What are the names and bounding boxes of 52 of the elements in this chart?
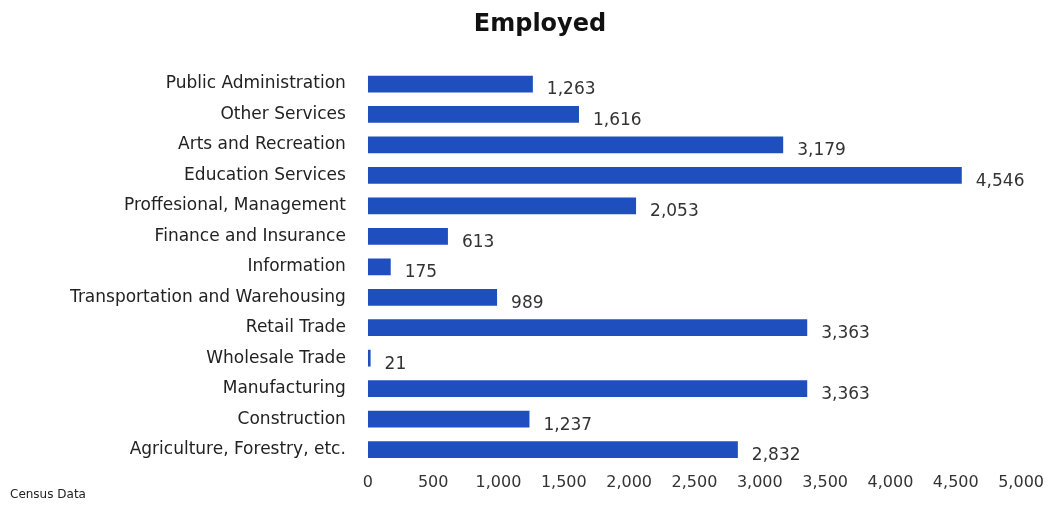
y-tick-label: Transportation and Warehousing (68, 285, 346, 306)
text: Census Data (10, 487, 86, 501)
x-tick-label: 0 (362, 471, 373, 491)
data-label: 2,832 (751, 443, 801, 464)
bar (367, 441, 738, 458)
data-label: 4,546 (975, 169, 1025, 190)
y-tick-label: Finance and Insurance (154, 224, 346, 245)
bar (367, 410, 530, 428)
bar (367, 349, 371, 367)
x-tick-label: 3,000 (736, 471, 783, 491)
y-tick-label: Arts and Recreation (178, 133, 346, 154)
data-label: 613 (461, 230, 495, 251)
x-tick-label: 1,000 (475, 471, 522, 491)
x-tick-label: 1,500 (540, 471, 587, 491)
x-tick-label: 3,500 (802, 471, 849, 491)
bar (367, 167, 962, 184)
data-label: 3,363 (821, 383, 870, 404)
bar (367, 197, 637, 215)
y-tick-label: Construction (237, 407, 346, 428)
y-tick-label: Other Services (220, 102, 346, 123)
y-tick-label: Manufacturing (222, 377, 346, 398)
x-tick-label: 4,000 (867, 471, 914, 491)
data-label: 3,363 (821, 322, 870, 343)
data-label: 1,263 (546, 78, 596, 99)
y-tick-label: Retail Trade (245, 316, 346, 337)
data-label: 2,053 (650, 200, 699, 221)
x-tick-label: 4,500 (932, 471, 979, 491)
bar (367, 75, 533, 93)
data-label: 175 (404, 261, 438, 282)
bar (367, 380, 808, 398)
y-tick-label: Public Administration (165, 72, 346, 93)
data-label: 1,237 (543, 413, 593, 434)
x-tick-label: 500 (417, 471, 449, 491)
data-label: 21 (384, 352, 407, 373)
bar (367, 227, 448, 245)
bar (367, 319, 808, 337)
data-label: 989 (511, 291, 544, 312)
y-tick-label: Proffesional, Management (124, 194, 347, 215)
y-tick-label: Education Services (184, 163, 346, 184)
data-label: 1,616 (592, 108, 642, 129)
y-tick-label: Agriculture, Forestry, etc. (129, 437, 346, 458)
x-tick-label: 2,500 (671, 471, 718, 491)
y-tick-label: Wholesale Trade (206, 346, 346, 367)
x-tick-label: 5,000 (998, 471, 1044, 491)
y-tick-label: Information (247, 255, 346, 276)
data-label: 3,179 (797, 139, 846, 160)
chart-title: Employed (473, 8, 607, 37)
bar (367, 258, 391, 276)
bar (367, 136, 784, 154)
bar (367, 106, 579, 123)
bar (367, 288, 498, 306)
x-tick-label: 2,000 (606, 471, 653, 491)
